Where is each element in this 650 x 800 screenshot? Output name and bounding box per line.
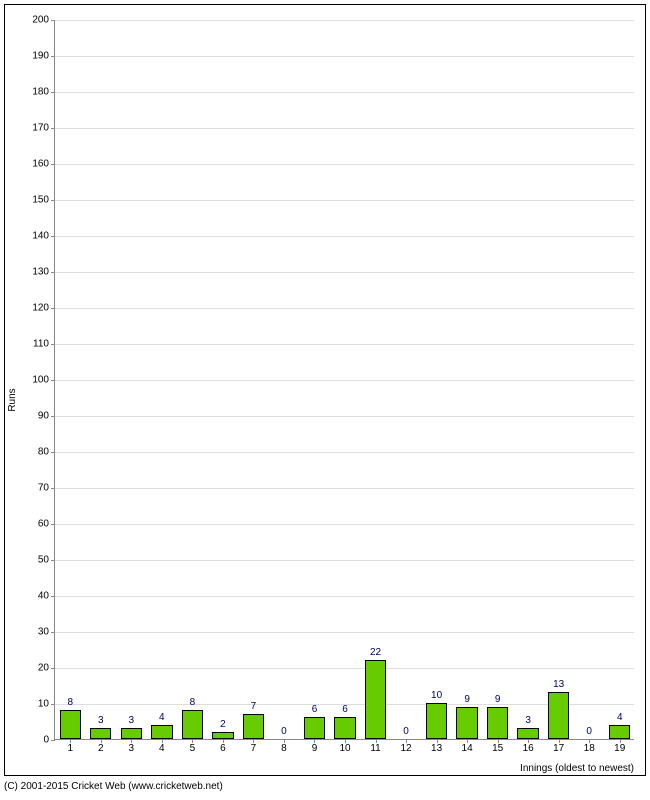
bar xyxy=(243,714,264,739)
bar-value-label: 3 xyxy=(525,715,531,726)
x-axis-label: Innings (oldest to newest) xyxy=(520,763,634,774)
xtick-label: 1 xyxy=(67,739,73,754)
gridline xyxy=(55,92,634,93)
gridline xyxy=(55,344,634,345)
xtick-label: 10 xyxy=(339,739,350,754)
bar xyxy=(304,717,325,739)
gridline xyxy=(55,20,634,21)
ytick-label: 10 xyxy=(38,699,55,710)
bar-value-label: 0 xyxy=(281,726,287,737)
xtick-label: 19 xyxy=(614,739,625,754)
gridline xyxy=(55,524,634,525)
bar xyxy=(60,710,81,739)
xtick-label: 3 xyxy=(129,739,135,754)
ytick-label: 60 xyxy=(38,519,55,530)
bar xyxy=(90,728,111,739)
ytick-label: 130 xyxy=(32,267,55,278)
bar xyxy=(456,707,477,739)
bar-value-label: 9 xyxy=(464,694,470,705)
bar-value-label: 10 xyxy=(431,690,442,701)
gridline xyxy=(55,632,634,633)
bar xyxy=(487,707,508,739)
chart-container: Runs Innings (oldest to newest) 01020304… xyxy=(0,0,650,800)
xtick-label: 7 xyxy=(251,739,257,754)
ytick-label: 180 xyxy=(32,87,55,98)
xtick-label: 8 xyxy=(281,739,287,754)
bar-value-label: 2 xyxy=(220,719,226,730)
bar-value-label: 0 xyxy=(586,726,592,737)
ytick-label: 190 xyxy=(32,51,55,62)
xtick-label: 13 xyxy=(431,739,442,754)
bar-value-label: 6 xyxy=(312,704,318,715)
ytick-label: 100 xyxy=(32,375,55,386)
ytick-label: 0 xyxy=(43,735,55,746)
bar-value-label: 3 xyxy=(129,715,135,726)
xtick-label: 6 xyxy=(220,739,226,754)
bar xyxy=(548,692,569,739)
ytick-label: 70 xyxy=(38,483,55,494)
gridline xyxy=(55,488,634,489)
ytick-label: 150 xyxy=(32,195,55,206)
bar xyxy=(212,732,233,739)
xtick-label: 12 xyxy=(400,739,411,754)
gridline xyxy=(55,56,634,57)
gridline xyxy=(55,272,634,273)
xtick-label: 18 xyxy=(584,739,595,754)
gridline xyxy=(55,596,634,597)
gridline xyxy=(55,452,634,453)
gridline xyxy=(55,416,634,417)
xtick-label: 5 xyxy=(190,739,196,754)
y-axis-label: Runs xyxy=(7,388,18,411)
gridline xyxy=(55,380,634,381)
bar-value-label: 8 xyxy=(190,697,196,708)
ytick-label: 40 xyxy=(38,591,55,602)
gridline xyxy=(55,560,634,561)
bar-value-label: 22 xyxy=(370,647,381,658)
ytick-label: 200 xyxy=(32,15,55,26)
gridline xyxy=(55,236,634,237)
gridline xyxy=(55,200,634,201)
bar-value-label: 4 xyxy=(159,712,165,723)
bar xyxy=(365,660,386,739)
ytick-label: 80 xyxy=(38,447,55,458)
bar-value-label: 0 xyxy=(403,726,409,737)
bar-value-label: 13 xyxy=(553,679,564,690)
bar-value-label: 8 xyxy=(67,697,73,708)
xtick-label: 14 xyxy=(462,739,473,754)
bar xyxy=(182,710,203,739)
ytick-label: 50 xyxy=(38,555,55,566)
xtick-label: 17 xyxy=(553,739,564,754)
ytick-label: 20 xyxy=(38,663,55,674)
bar xyxy=(517,728,538,739)
xtick-label: 11 xyxy=(370,739,380,754)
gridline xyxy=(55,164,634,165)
ytick-label: 120 xyxy=(32,303,55,314)
bar-value-label: 9 xyxy=(495,694,501,705)
bar-value-label: 6 xyxy=(342,704,348,715)
bar xyxy=(609,725,630,739)
xtick-label: 2 xyxy=(98,739,104,754)
ytick-label: 90 xyxy=(38,411,55,422)
footer-text: (C) 2001-2015 Cricket Web (www.cricketwe… xyxy=(4,781,223,792)
bar-value-label: 4 xyxy=(617,712,623,723)
ytick-label: 160 xyxy=(32,159,55,170)
xtick-label: 4 xyxy=(159,739,165,754)
bar-value-label: 7 xyxy=(251,701,257,712)
bar xyxy=(121,728,142,739)
plot-area: 0102030405060708090100110120130140150160… xyxy=(54,20,634,740)
gridline xyxy=(55,668,634,669)
bar xyxy=(334,717,355,739)
xtick-label: 16 xyxy=(523,739,534,754)
ytick-label: 140 xyxy=(32,231,55,242)
bar-value-label: 3 xyxy=(98,715,104,726)
ytick-label: 170 xyxy=(32,123,55,134)
bar xyxy=(426,703,447,739)
ytick-label: 110 xyxy=(33,339,55,350)
gridline xyxy=(55,128,634,129)
bar xyxy=(151,725,172,739)
gridline xyxy=(55,308,634,309)
xtick-label: 15 xyxy=(492,739,503,754)
xtick-label: 9 xyxy=(312,739,318,754)
ytick-label: 30 xyxy=(38,627,55,638)
